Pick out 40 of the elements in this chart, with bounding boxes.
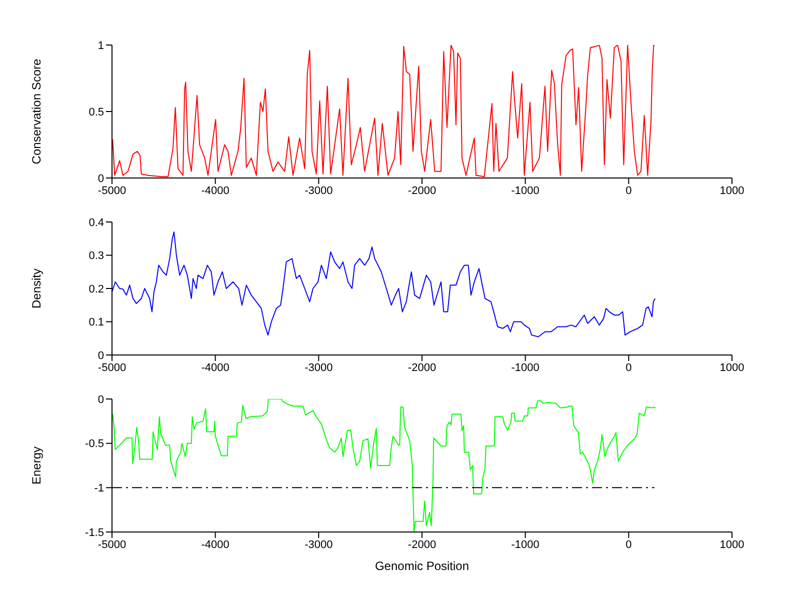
line-series xyxy=(112,231,656,338)
y-tick-label: 0 xyxy=(98,394,104,406)
y-tick-label: 0.3 xyxy=(88,250,104,262)
y-tick-label: 0.5 xyxy=(88,106,104,118)
x-tick-label: -3000 xyxy=(304,362,333,374)
y-tick-label: -1.5 xyxy=(85,526,104,539)
x-tick-label: -4000 xyxy=(201,538,230,551)
x-tick-label: 1000 xyxy=(720,362,744,374)
y-tick-label: 0.1 xyxy=(88,316,104,329)
y-axis-title: Conservation Score xyxy=(29,58,44,164)
y-tick-label: 0.4 xyxy=(88,216,104,229)
x-tick-label: -4000 xyxy=(201,362,230,374)
x-tick-label: 0 xyxy=(626,362,632,374)
x-tick-label: -3000 xyxy=(304,538,333,551)
x-tick-label: 1000 xyxy=(720,184,744,197)
x-tick-label: 0 xyxy=(626,538,632,551)
line-series xyxy=(112,45,656,178)
x-tick-label: -1000 xyxy=(511,184,540,197)
x-tick-label: -2000 xyxy=(408,184,436,197)
y-tick-label: 0.2 xyxy=(88,283,104,296)
x-tick-label: -5000 xyxy=(98,184,126,197)
x-tick-label: 0 xyxy=(626,184,632,197)
x-tick-label: -1000 xyxy=(511,362,540,374)
x-tick-label: -2000 xyxy=(408,538,436,551)
x-tick-label: 1000 xyxy=(720,538,744,551)
x-tick-label: -5000 xyxy=(98,538,126,551)
x-tick-label: -5000 xyxy=(98,362,126,374)
y-axis-title: Density xyxy=(29,268,44,309)
y-tick-label: -1 xyxy=(94,482,104,495)
x-axis-title: Genomic Position xyxy=(374,559,470,573)
y-tick-label: 0 xyxy=(98,172,104,185)
x-tick-label: -4000 xyxy=(201,184,230,197)
y-tick-label: 0 xyxy=(98,350,104,362)
y-tick-label: -0.5 xyxy=(85,438,104,450)
x-tick-label: -1000 xyxy=(511,538,540,551)
y-tick-label: 1 xyxy=(98,40,104,52)
line-series xyxy=(112,399,656,532)
x-tick-label: -3000 xyxy=(304,184,333,197)
x-tick-label: -2000 xyxy=(408,362,436,374)
y-axis-title: Energy xyxy=(29,446,44,485)
